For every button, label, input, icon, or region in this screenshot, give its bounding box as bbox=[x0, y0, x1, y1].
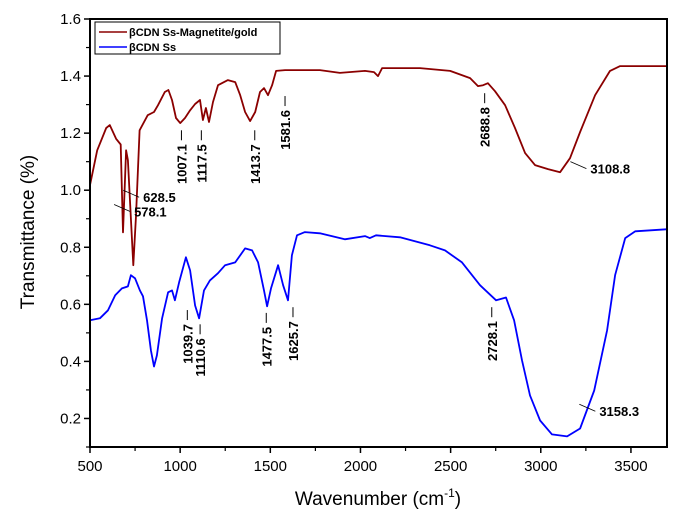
x-axis-title-sup: -1 bbox=[444, 486, 455, 500]
annotation-label-5: 1581.6 bbox=[278, 110, 293, 150]
series-line-1 bbox=[89, 228, 667, 438]
series-line-0 bbox=[89, 65, 667, 267]
annotation-leader-13 bbox=[579, 403, 596, 412]
y-tick-label-1: 1.0 bbox=[60, 182, 81, 199]
x-tick-label-2500: 2500 bbox=[434, 458, 467, 475]
legend-label-series-0: βCDN Ss-Magnetite/gold bbox=[129, 27, 257, 39]
annotation-label-3: 1117.5 bbox=[194, 144, 209, 182]
annotation-label-4: 1413.7 bbox=[248, 144, 263, 184]
y-axis-title: Transmittance (%) bbox=[18, 155, 39, 310]
annotation-label-0: 628.5 bbox=[143, 190, 176, 205]
legend-label-series-1: βCDN Ss bbox=[129, 42, 176, 54]
axes-layer: 500 1000 1500 2000 2500 3000 3500 0.2 0.4 0.6 0.8 1… bbox=[60, 11, 668, 475]
x-axis-title-end: ) bbox=[455, 489, 461, 510]
annotation-label-10: 1477.5 bbox=[259, 327, 274, 367]
legend: βCDN Ss-Magnetite/gold βCDN Ss bbox=[94, 21, 281, 55]
annotation-leader-7 bbox=[570, 161, 587, 170]
series-layer bbox=[89, 65, 667, 438]
annotation-label-13: 3158.3 bbox=[599, 404, 639, 419]
plot-frame bbox=[89, 18, 668, 448]
x-tick-label-1500: 1500 bbox=[254, 458, 287, 475]
legend-box bbox=[94, 21, 281, 55]
annotation-label-9: 1110.6 bbox=[193, 338, 208, 376]
x-tick-label-3000: 3000 bbox=[524, 458, 557, 475]
y-tick-label-1.2: 1.2 bbox=[60, 125, 81, 142]
y-tick-label-0.4: 0.4 bbox=[60, 353, 81, 370]
y-tick-label-0.8: 0.8 bbox=[60, 239, 81, 256]
annotation-label-7: 3108.8 bbox=[590, 162, 630, 177]
x-tick-label-3500: 3500 bbox=[614, 458, 647, 475]
annotation-label-1: 578.1 bbox=[134, 204, 167, 219]
annotation-leader-1 bbox=[113, 204, 131, 212]
y-tick-label-0.6: 0.6 bbox=[60, 296, 81, 313]
y-tick-label-1.4: 1.4 bbox=[60, 68, 81, 85]
annotation-label-8: 1039.7 bbox=[180, 324, 195, 364]
x-axis-title: Wavenumber (cm-1) bbox=[295, 486, 461, 510]
annotation-label-2: 1007.1 bbox=[174, 144, 189, 184]
annotation-label-6: 2688.8 bbox=[478, 107, 493, 147]
x-tick-label-500: 500 bbox=[77, 458, 102, 475]
x-axis-title-main: Wavenumber (cm bbox=[295, 489, 444, 510]
x-tick-label-1000: 1000 bbox=[163, 458, 196, 475]
x-tick-label-2000: 2000 bbox=[344, 458, 377, 475]
annotation-leader-0 bbox=[123, 189, 140, 198]
annotation-label-11: 1625.7 bbox=[286, 321, 301, 361]
y-tick-label-0.2: 0.2 bbox=[60, 410, 81, 427]
y-tick-label-1.6: 1.6 bbox=[60, 11, 81, 28]
annotation-label-12: 2728.1 bbox=[485, 321, 500, 361]
